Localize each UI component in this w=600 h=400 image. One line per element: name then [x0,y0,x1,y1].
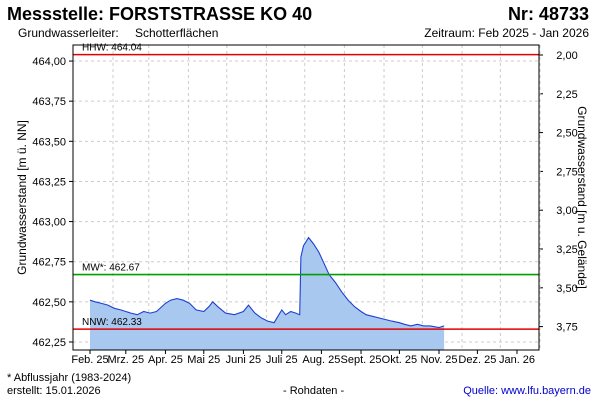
x-tick-label: Sept. 25 [341,354,382,366]
y2-tick-label: 2,50 [556,128,577,140]
y2-tick-label: 3,50 [556,283,577,295]
series-line [89,236,445,329]
y-tick-label: 463,00 [32,217,66,229]
x-tick-label: Juni 25 [226,354,261,366]
y-tick-label: 463,75 [32,96,66,108]
station-number: Nr: 48733 [507,4,589,24]
raw-data-note: - Rohdaten - [283,385,345,397]
x-tick-label: Apr. 25 [148,354,183,366]
y-tick-label: 462,25 [32,337,66,349]
y2-tick-label: 2,00 [556,50,577,62]
y2-tick-label: 2,25 [556,89,577,101]
created-date: erstellt: 15.01.2026 [7,385,101,397]
y2-axis-label: Grundwasserstand [m u. Gelände] [575,106,589,289]
y-tick-label: 464,00 [32,56,66,68]
footnote: * Abflussjahr (1983-2024) [7,372,132,384]
aquifer-value: Schotterflächen [135,26,219,40]
y2-tick-label: 2,75 [556,166,577,178]
period-label: Zeitraum: Feb 2025 - Jan 2026 [424,26,589,40]
x-tick-label: Juli 25 [266,354,298,366]
source-link[interactable]: Quelle: www.lfu.bayern.de [463,385,591,397]
y-tick-label: 463,50 [32,136,66,148]
reference-label-mw: MW*: 462.67 [82,263,140,274]
x-tick-label: Aug. 25 [302,354,340,366]
y2-tick-label: 3,75 [556,322,577,334]
series-area [90,237,445,350]
aquifer-label: Grundwasserleiter: [18,26,119,40]
y-tick-label: 462,75 [32,257,66,269]
x-tick-label: Mai 25 [187,354,220,366]
reference-label-hhw: HHW: 464.04 [82,43,142,54]
y-tick-label: 463,25 [32,176,66,188]
y-tick-label: 462,50 [32,297,66,309]
x-tick-label: Nov. 25 [420,354,457,366]
x-tick-label: Feb. 25 [71,354,108,366]
x-tick-label: Okt. 25 [382,354,417,366]
reference-label-nnw: NNW: 462.33 [82,317,142,328]
x-tick-label: Jan. 26 [499,354,535,366]
page-title: Messstelle: FORSTSTRASSE KO 40 [7,4,313,24]
plot-frame [72,44,540,351]
y2-tick-label: 3,25 [556,244,577,256]
x-tick-label: Mrz. 25 [107,354,144,366]
y2-tick-label: 3,00 [556,205,577,217]
y-axis-label: Grundwasserstand [m ü. NN] [15,120,29,275]
x-tick-label: Dez. 25 [458,354,496,366]
